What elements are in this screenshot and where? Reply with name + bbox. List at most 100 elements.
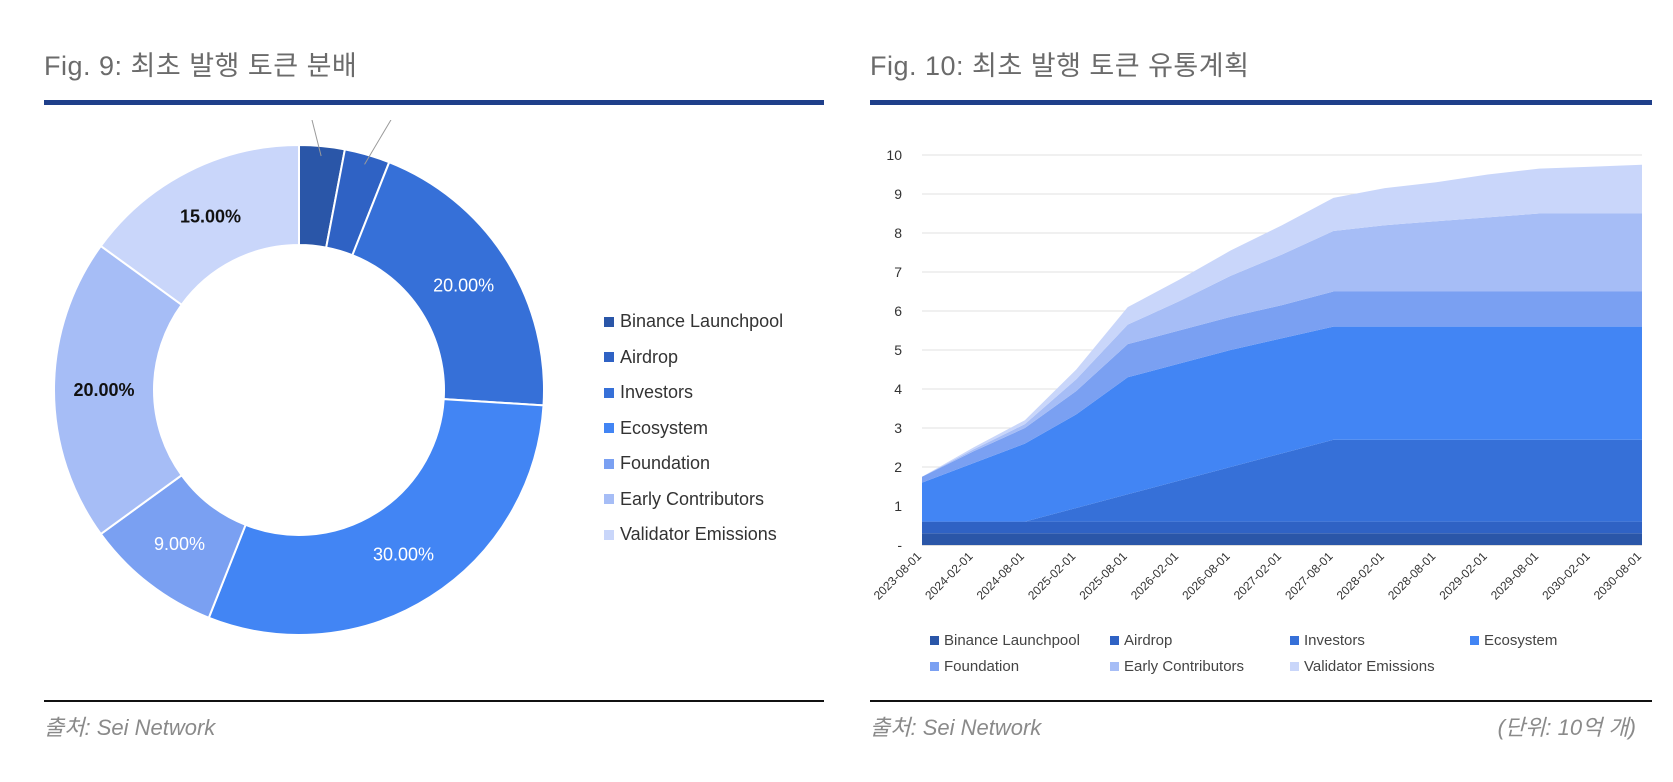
donut-legend: Binance Launchpool Airdrop Investors Ecosys… <box>604 304 783 553</box>
legend-swatch <box>604 423 614 434</box>
legend-swatch <box>1470 636 1479 645</box>
x-tick-label: 2027-08-01 <box>1282 549 1336 603</box>
right-bottom-rule <box>870 700 1652 702</box>
legend-item-foundation: Foundation <box>604 446 783 482</box>
legend-swatch <box>1110 662 1119 671</box>
legend-label: Binance Launchpool <box>620 311 784 332</box>
left-bottom-rule <box>44 700 824 702</box>
legend-label: Foundation <box>620 453 711 474</box>
legend-swatch <box>604 387 614 398</box>
donut-data-label: 9.00% <box>154 534 205 554</box>
y-tick-label: 4 <box>894 381 902 397</box>
x-tick-label: 2026-08-01 <box>1179 549 1233 603</box>
legend-swatch <box>1290 636 1299 645</box>
x-tick-label: 2027-02-01 <box>1231 549 1285 603</box>
area-legend-item-foundation: Foundation <box>930 658 1019 675</box>
donut-leader-line <box>364 120 392 165</box>
donut-slice-ecosystem <box>207 398 545 636</box>
legend-label: Airdrop <box>1124 632 1173 649</box>
legend-label: Early Contributors <box>1124 658 1245 675</box>
legend-swatch <box>930 636 939 645</box>
legend-label: Airdrop <box>620 346 679 367</box>
stacked-area-chart: - 1 2 3 4 5 6 7 8 9 10 2023-08-012024-02-012024-08… <box>871 147 1645 603</box>
donut-slice-validator-emissions <box>99 143 300 307</box>
legend-item-airdrop: Airdrop <box>604 340 783 376</box>
right-figure-panel: Fig. 10: 최초 발행 토큰 유통계획 - 1 2 3 4 5 6 7 8 9 10 2023… <box>870 0 1652 782</box>
x-tick-label: 2023-08-01 <box>871 549 925 603</box>
legend-item-binance-launchpool: Binance Launchpool <box>604 304 783 340</box>
legend-label: Validator Emissions <box>1304 658 1435 675</box>
area-legend-item-investors: Investors <box>1290 632 1365 649</box>
y-tick-label: 1 <box>894 498 902 514</box>
area-series-investors <box>922 439 1642 522</box>
x-tick-label: 2025-08-01 <box>1077 549 1131 603</box>
right-source-note: 출처: Sei Network <box>870 715 1042 740</box>
legend-label: Early Contributors <box>620 488 765 509</box>
area-series-early-contributors <box>922 213 1642 477</box>
x-tick-label: 2028-02-01 <box>1334 549 1388 603</box>
legend-swatch <box>1290 662 1299 671</box>
legend-swatch <box>604 316 614 327</box>
legend-swatch <box>1110 636 1119 645</box>
donut-data-label: 30.00% <box>373 545 434 565</box>
donut-data-label: 20.00% <box>73 380 134 400</box>
left-title-rule <box>44 100 824 105</box>
legend-item-early-contributors: Early Contributors <box>604 482 783 518</box>
left-figure-panel: Fig. 9: 최초 발행 토큰 분배 3.00%3.00%20.00%30.0… <box>44 0 824 782</box>
x-tick-label: 2028-08-01 <box>1385 549 1439 603</box>
unit-note: (단위: 10억 개) <box>1497 715 1636 740</box>
x-tick-label: 2024-08-01 <box>974 549 1028 603</box>
area-legend-item-validator-emissions: Validator Emissions <box>1290 658 1435 675</box>
legend-swatch <box>604 352 614 363</box>
legend-swatch <box>604 458 614 469</box>
legend-item-ecosystem: Ecosystem <box>604 411 783 447</box>
legend-swatch <box>604 494 614 505</box>
area-series-airdrop <box>922 521 1642 534</box>
y-tick-label: 6 <box>894 303 902 319</box>
x-tick-label: 2026-02-01 <box>1128 549 1182 603</box>
legend-item-validator-emissions: Validator Emissions <box>604 517 783 553</box>
area-series-foundation <box>922 291 1642 483</box>
area-legend-item-airdrop: Airdrop <box>1110 632 1172 649</box>
donut-leader-line <box>311 120 322 157</box>
legend-swatch <box>604 529 614 540</box>
legend-label: Foundation <box>944 658 1020 675</box>
x-tick-label: 2024-02-01 <box>922 549 976 603</box>
y-tick-label: - <box>897 537 902 553</box>
x-tick-label: 2030-08-01 <box>1591 549 1645 603</box>
legend-label: Binance Launchpool <box>944 632 1080 649</box>
x-tick-label: 2029-08-01 <box>1488 549 1542 603</box>
y-tick-label: 2 <box>894 459 902 475</box>
legend-label: Investors <box>1304 632 1365 649</box>
donut-data-label: 20.00% <box>433 276 494 296</box>
y-tick-label: 8 <box>894 225 902 241</box>
area-series-validator-emissions <box>922 164 1642 477</box>
left-figure-title: Fig. 9: 최초 발행 토큰 분배 <box>44 51 358 81</box>
area-series-ecosystem <box>922 326 1642 522</box>
right-title-rule <box>870 100 1652 105</box>
left-source-note: 출처: Sei Network <box>44 715 216 740</box>
legend-label: Ecosystem <box>1484 632 1558 649</box>
y-tick-label: 10 <box>886 147 902 163</box>
y-tick-label: 7 <box>894 264 902 280</box>
area-series-binance-launchpool <box>922 533 1642 545</box>
donut-chart: 3.00%3.00%20.00%30.00%9.00%20.00%15.00% <box>53 120 545 636</box>
x-tick-label: 2030-02-01 <box>1539 549 1593 603</box>
legend-label: Investors <box>620 382 694 403</box>
donut-slice-early-contributors <box>53 244 184 536</box>
donut-data-label: 15.00% <box>180 206 241 226</box>
y-tick-label: 9 <box>894 186 902 202</box>
x-tick-label: 2025-02-01 <box>1025 549 1079 603</box>
y-tick-label: 3 <box>894 420 902 436</box>
y-tick-label: 5 <box>894 342 902 358</box>
right-figure-title: Fig. 10: 최초 발행 토큰 유통계획 <box>870 51 1250 81</box>
x-tick-label: 2029-02-01 <box>1437 549 1491 603</box>
legend-swatch <box>930 662 939 671</box>
legend-label: Ecosystem <box>620 417 709 438</box>
legend-label: Validator Emissions <box>620 524 777 545</box>
donut-slice-investors <box>351 160 545 407</box>
area-legend-item-early-contributors: Early Contributors <box>1110 658 1244 675</box>
area-legend-item-binance-launchpool: Binance Launchpool <box>930 632 1080 649</box>
area-legend-item-ecosystem: Ecosystem <box>1470 632 1557 649</box>
legend-item-investors: Investors <box>604 375 783 411</box>
